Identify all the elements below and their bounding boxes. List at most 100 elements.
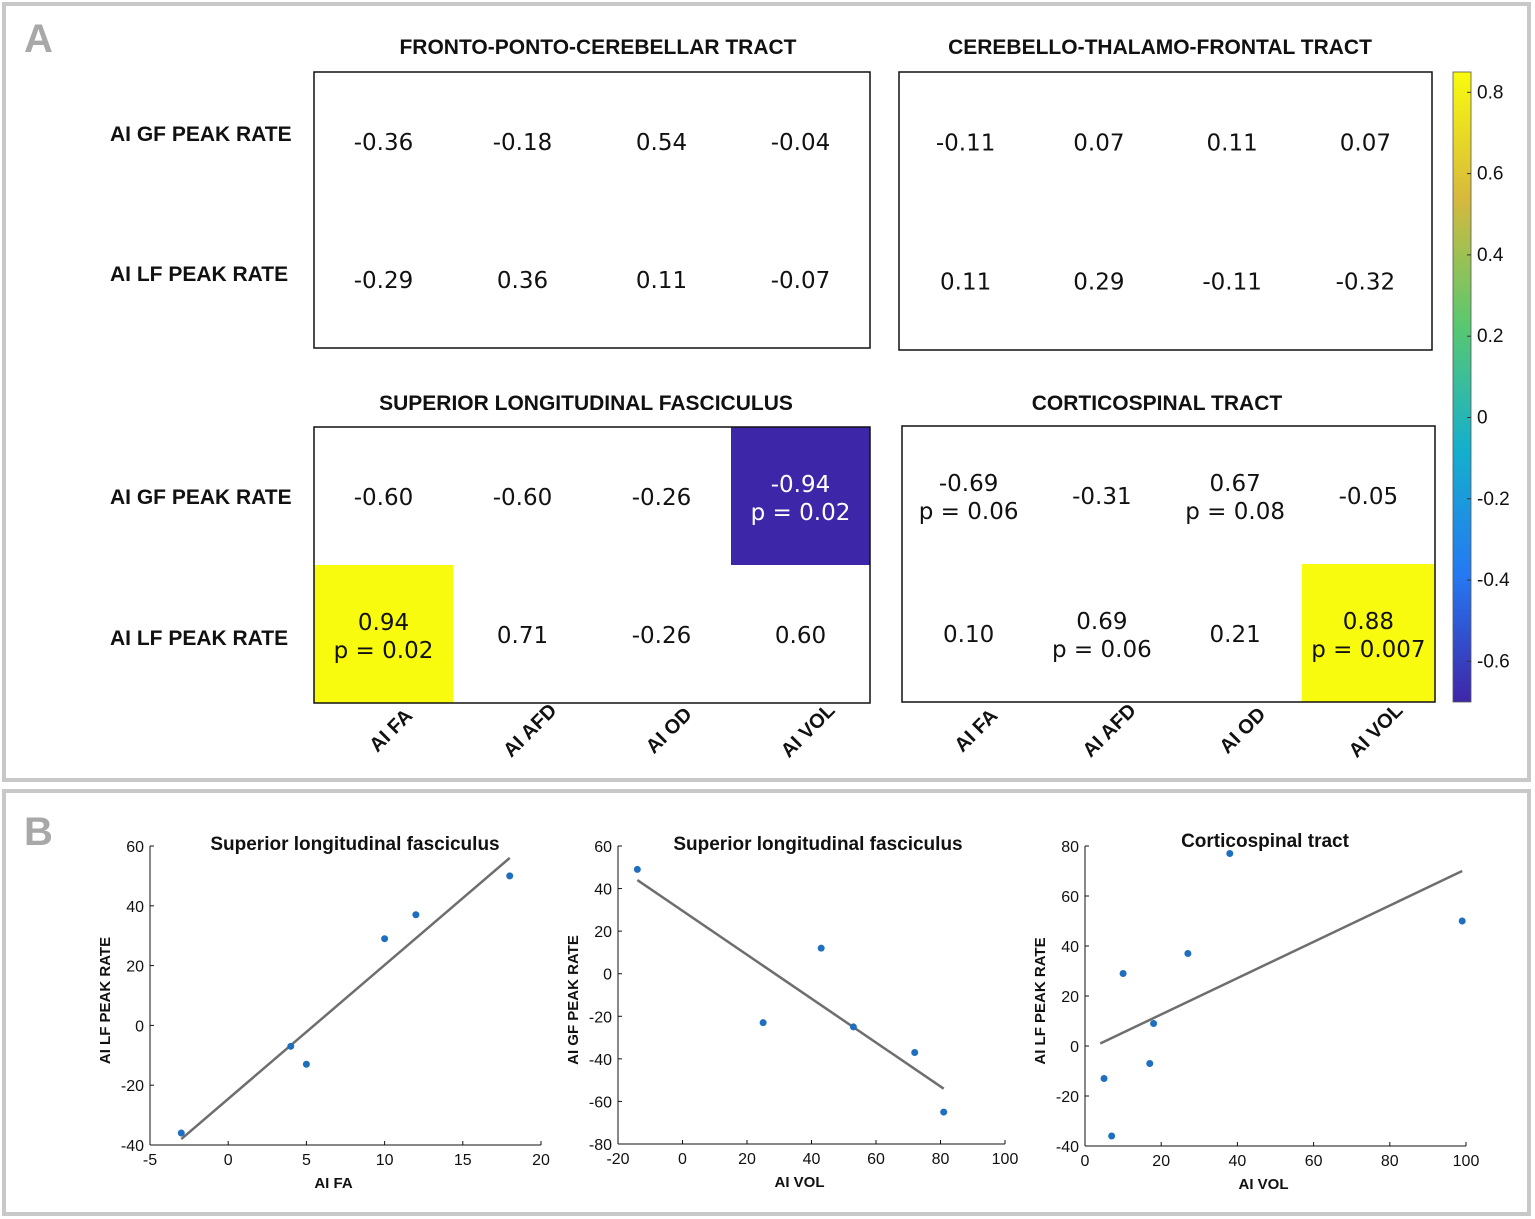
matrix-border [901, 425, 1436, 703]
y-tick-label: -20 [1056, 1089, 1079, 1106]
cell-value: -0.60 [354, 485, 414, 511]
matrix-border [898, 71, 1433, 351]
y-tick-label: 80 [1061, 839, 1079, 856]
regression-line [636, 879, 945, 1090]
x-tick-label: 80 [932, 1151, 950, 1168]
data-point [381, 935, 389, 943]
colorbar-tick-label: 0.4 [1477, 245, 1504, 266]
data-point [287, 1042, 295, 1050]
x-axis-label: AI VOL [774, 1174, 824, 1191]
cell-p-value: p = 0.02 [334, 638, 434, 664]
cell-p-value: p = 0.06 [919, 499, 1019, 525]
row-label: AI LF PEAK RATE [110, 263, 288, 286]
data-point [412, 911, 420, 919]
cell-value: -0.60 [493, 485, 553, 511]
scatter-plots: -5 0 5 10 15 20 60 40 20 0 -20 -40 Superior longitud… [97, 831, 1479, 1193]
y-tick-label: -60 [589, 1094, 612, 1111]
cell-value: -0.26 [632, 485, 692, 511]
y-tick-label: 0 [1070, 1039, 1079, 1056]
scatter-plot-2: -20 0 20 40 60 80 100 60 40 20 0 -20 -40 -60 -80 Superi… [565, 834, 1018, 1191]
cell-value: 0.54 [636, 130, 687, 156]
y-tick-label: -40 [1056, 1139, 1079, 1156]
matrix-title: CEREBELLO-THALAMO-FRONTAL TRACT [948, 36, 1372, 59]
y-tick-label: 60 [594, 839, 612, 856]
column-label: AI VOL [1345, 699, 1408, 762]
data-point [759, 1019, 767, 1027]
row-label: AI LF PEAK RATE [110, 627, 288, 650]
matrix-2: CEREBELLO-THALAMO-FRONTAL TRACT -0.11 0.07… [898, 36, 1433, 351]
panel-b-frame [2, 789, 1531, 1216]
cell-p-value: p = 0.02 [751, 500, 851, 526]
significant-cell [1301, 564, 1435, 702]
data-point [817, 944, 825, 952]
data-point [1458, 917, 1466, 925]
cell-value: 0.21 [1210, 622, 1261, 648]
cell-value: -0.69 [939, 471, 999, 497]
x-tick-label: 80 [1381, 1153, 1399, 1170]
y-tick-label: 40 [594, 882, 612, 899]
matrix-title: SUPERIOR LONGITUDINAL FASCICULUS [379, 392, 793, 415]
data-point [1146, 1060, 1154, 1067]
data-point [1226, 850, 1234, 857]
y-tick-label: 20 [126, 959, 144, 976]
matrix-title: CORTICOSPINAL TRACT [1032, 392, 1283, 415]
data-point [633, 865, 641, 873]
regression-line [180, 857, 511, 1140]
cell-value: 0.29 [1073, 270, 1124, 296]
cell-value: 0.11 [1207, 131, 1258, 157]
y-tick-label: -80 [589, 1137, 612, 1154]
y-tick-label: 40 [126, 899, 144, 916]
data-point [1100, 1075, 1108, 1082]
data-point [506, 872, 514, 880]
y-tick-label: 60 [1061, 889, 1079, 906]
x-tick-label: -20 [606, 1151, 629, 1168]
colorbar-tick-label: -0.2 [1477, 489, 1510, 510]
cell-value: -0.31 [1072, 484, 1132, 510]
cell-p-value: p = 0.08 [1185, 499, 1285, 525]
data-point [1108, 1132, 1116, 1140]
cell-value: -0.05 [1339, 484, 1399, 510]
x-tick-label: 20 [532, 1152, 550, 1169]
column-label: AI AFD [1079, 700, 1141, 762]
colorbar-scale [1452, 71, 1472, 703]
significant-cell [731, 427, 870, 565]
cell-value: 0.69 [1076, 609, 1127, 635]
x-tick-label: 100 [1453, 1153, 1480, 1170]
column-label: AI VOL [777, 699, 840, 762]
matrix-4: CORTICOSPINAL TRACT -0.69p = 0.06 -0.31 0.6… [901, 392, 1436, 762]
matrix-border [313, 71, 871, 349]
regression-line [1099, 869, 1463, 1045]
cell-value: 0.07 [1340, 131, 1391, 157]
cell-value: 0.60 [775, 623, 826, 649]
x-tick-label: 20 [738, 1151, 756, 1168]
scatter-title: Superior longitudinal fasciculus [673, 834, 962, 855]
cell-value: -0.04 [771, 130, 831, 156]
cell-value: 0.71 [497, 623, 548, 649]
x-tick-label: 60 [1305, 1153, 1323, 1170]
scatter-title: Corticospinal tract [1181, 831, 1350, 852]
y-tick-label: -20 [121, 1078, 144, 1095]
y-axis-label: AI GF PEAK RATE [565, 935, 582, 1065]
correlation-matrices: FRONTO-PONTO-CEREBELLAR TRACT -0.36 -0.18 0… [110, 36, 1436, 762]
data-point [849, 1023, 857, 1031]
cell-value: 0.36 [497, 268, 548, 294]
data-point [177, 1129, 185, 1137]
scatter-title: Superior longitudinal fasciculus [210, 834, 499, 855]
y-tick-label: 20 [1061, 989, 1079, 1006]
y-tick-label: -20 [589, 1009, 612, 1026]
scatter-plot-3: 0 20 40 60 80 100 80 60 40 20 0 -20 -40 Corticospinal… [1032, 831, 1479, 1193]
x-tick-label: 40 [1229, 1153, 1247, 1170]
cell-value: 0.10 [943, 622, 994, 648]
x-tick-label: 60 [867, 1151, 885, 1168]
data-point [940, 1108, 948, 1116]
scatter-plot-1: -5 0 5 10 15 20 60 40 20 0 -20 -40 Superior longitud… [97, 834, 550, 1192]
colorbar-tick-label: 0.8 [1477, 82, 1503, 103]
cell-value: 0.67 [1210, 471, 1261, 497]
y-axis-label: AI LF PEAK RATE [97, 937, 114, 1064]
cell-value: -0.26 [632, 623, 692, 649]
cell-value: -0.32 [1336, 270, 1396, 296]
column-label: AI FA [365, 705, 417, 757]
x-axis-label: AI VOL [1238, 1176, 1288, 1193]
x-tick-label: 20 [1152, 1153, 1170, 1170]
